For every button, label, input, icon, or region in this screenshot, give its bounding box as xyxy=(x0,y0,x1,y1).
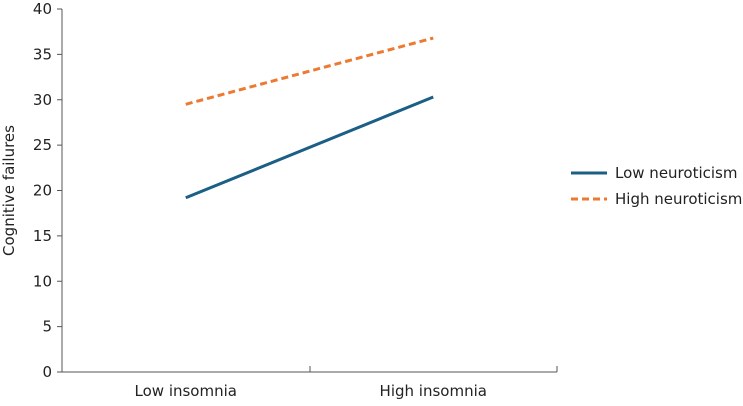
x-tick-label: Low insomnia xyxy=(135,382,237,400)
series-layer xyxy=(185,36,434,200)
y-tick-label: 10 xyxy=(33,272,52,290)
y-tick-label: 0 xyxy=(42,363,52,381)
x-tick-label: High insomnia xyxy=(380,382,487,400)
series-line-low-neuroticism xyxy=(185,95,434,200)
y-tick-label: 5 xyxy=(42,318,52,336)
axes xyxy=(61,9,558,373)
y-ticks: 0 5 10 15 20 25 30 35 40 xyxy=(33,0,62,381)
y-tick-label: 15 xyxy=(33,227,52,245)
y-tick-label: 20 xyxy=(33,182,52,200)
y-tick-label: 30 xyxy=(33,91,52,109)
x-tick-labels: Low insomnia High insomnia xyxy=(135,382,487,400)
legend-label: High neuroticism xyxy=(615,190,742,208)
series-line-high-neuroticism xyxy=(185,36,434,106)
legend: Low neuroticism High neuroticism xyxy=(571,164,742,208)
y-axis-title: Cognitive failures xyxy=(0,125,18,256)
y-tick-label: 25 xyxy=(33,136,52,154)
legend-label: Low neuroticism xyxy=(615,164,737,182)
y-tick-label: 40 xyxy=(33,0,52,18)
y-tick-label: 35 xyxy=(33,45,52,63)
